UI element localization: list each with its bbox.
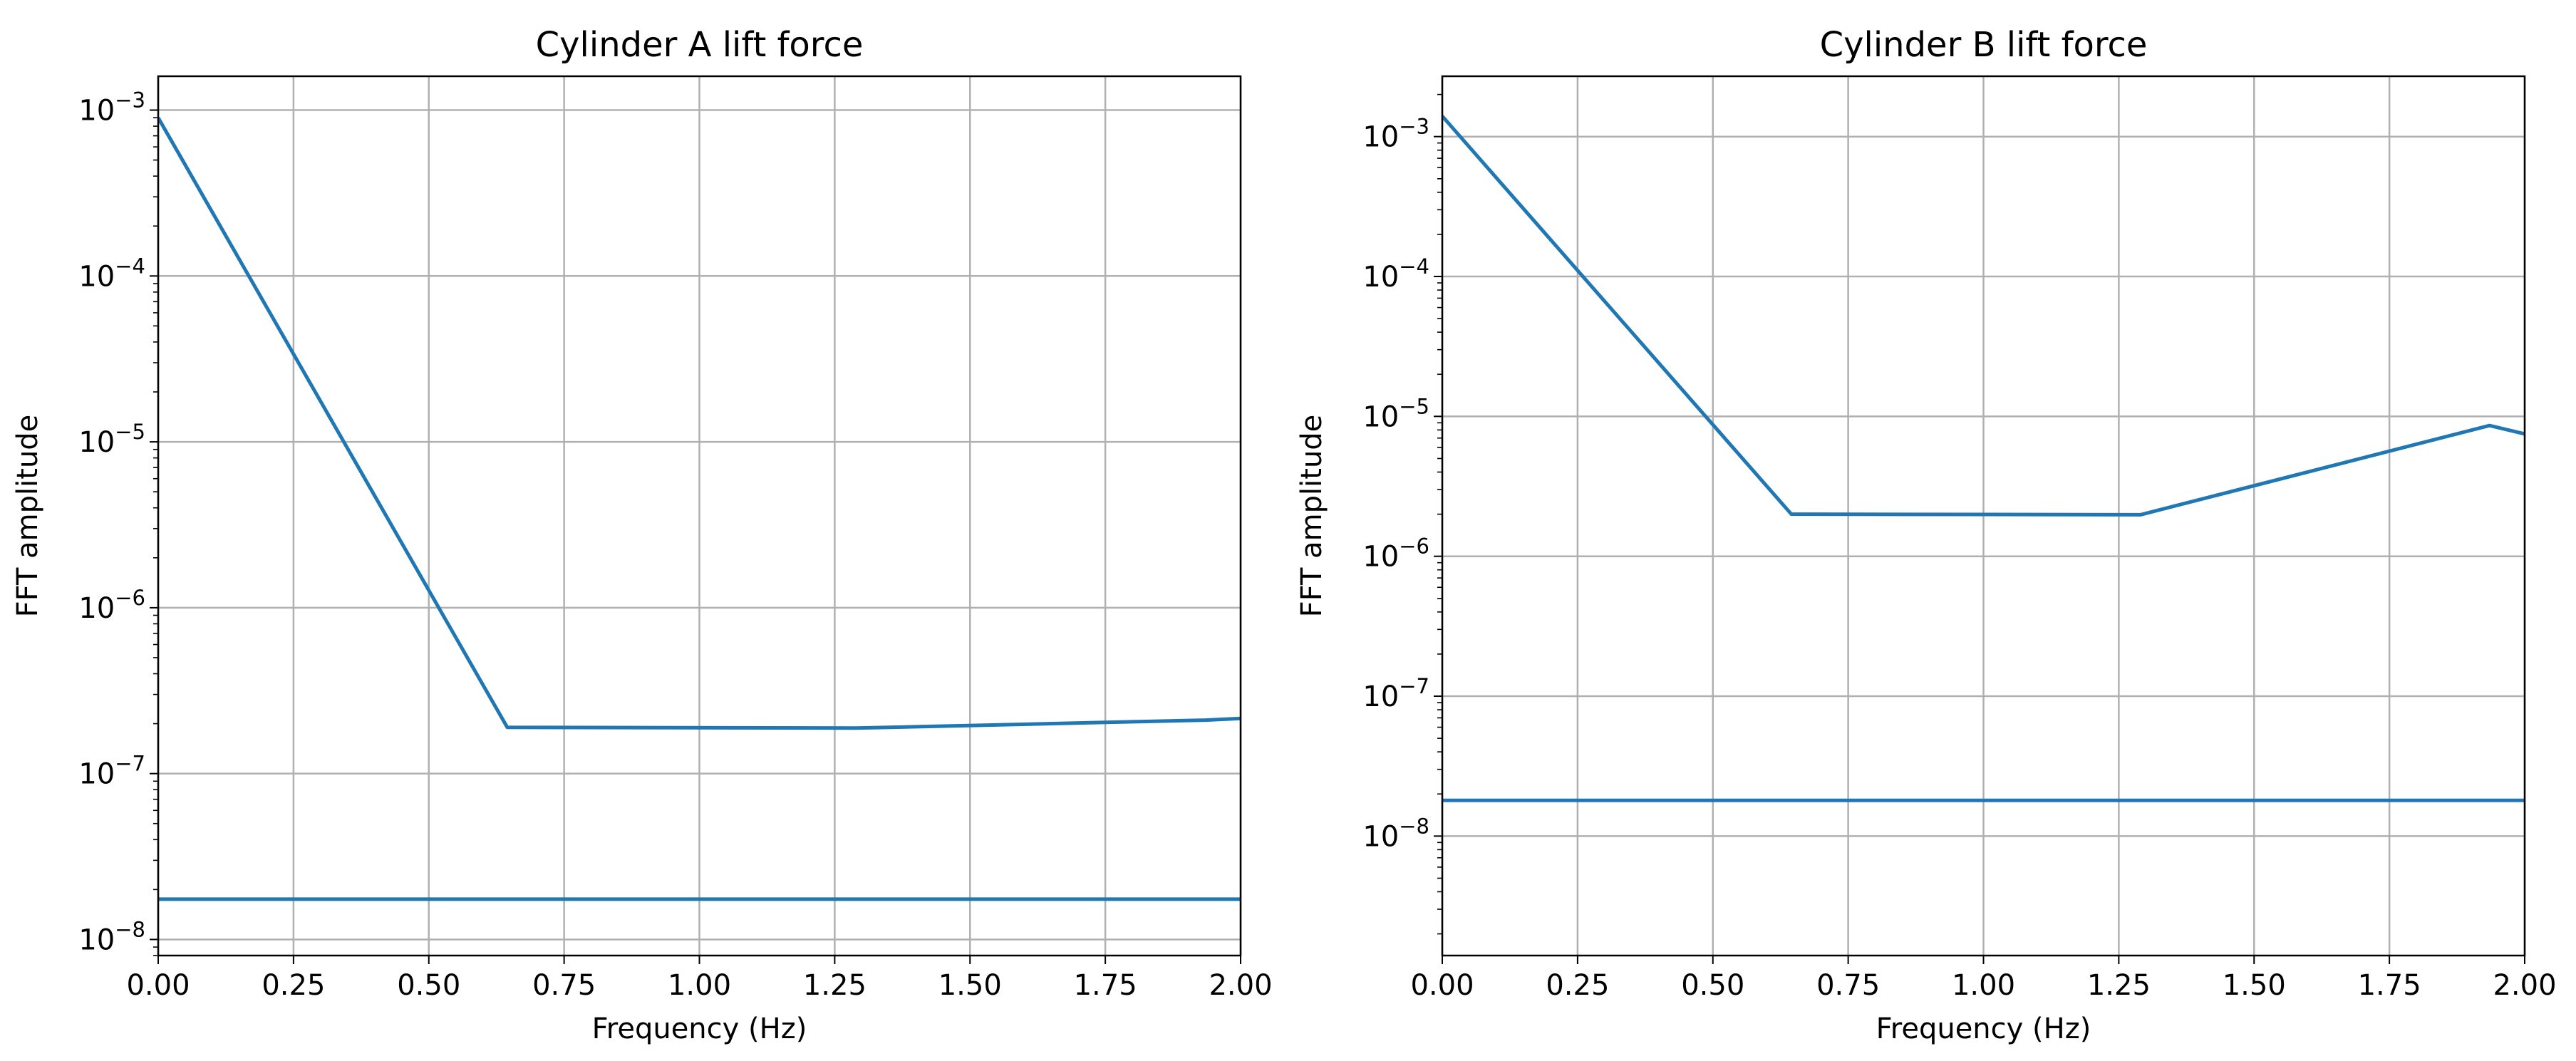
y-tick-label: 10−3 (78, 88, 145, 128)
series-line-1 (1442, 115, 2525, 517)
y-tick-exponent: −7 (1399, 674, 1429, 698)
chart-panel-cylinder-a: 10−810−710−610−510−410−30.00 0.25 0.50 0.75… (11, 25, 1273, 1045)
y-tick-exponent: −6 (1399, 534, 1429, 559)
chart-title: Cylinder A lift force (536, 25, 864, 65)
x-tick-label: 0.75 (532, 969, 596, 1002)
x-tick-label: 1.00 (1952, 969, 2015, 1002)
x-tick-label: 1.25 (2087, 969, 2151, 1002)
y-tick-base: 10 (1362, 121, 1399, 154)
y-axis-label: FFT amplitude (11, 415, 44, 618)
y-tick-base: 10 (78, 923, 115, 956)
y-tick-base: 10 (1362, 261, 1399, 294)
y-tick-exponent: −5 (1399, 394, 1429, 418)
x-tick-label: 0.50 (397, 969, 460, 1002)
x-tick-label: 2.00 (2493, 969, 2556, 1002)
y-tick-base: 10 (1362, 541, 1399, 574)
y-tick-base: 10 (1362, 400, 1399, 433)
y-tick-exponent: −8 (115, 917, 145, 941)
y-tick-exponent: −7 (115, 752, 145, 776)
x-tick-label: 1.25 (803, 969, 867, 1002)
y-tick-exponent: −5 (115, 420, 145, 444)
x-tick-label: 0.25 (262, 969, 325, 1002)
x-tick-label: 1.75 (2358, 969, 2421, 1002)
x-tick-label: 0.75 (1816, 969, 1880, 1002)
x-tick-label: 1.00 (668, 969, 731, 1002)
y-tick-base: 10 (78, 260, 115, 293)
x-tick-label: 0.00 (126, 969, 190, 1002)
y-tick-label: 10−6 (78, 586, 145, 625)
y-tick-exponent: −3 (1399, 115, 1429, 139)
y-tick-exponent: −4 (115, 254, 145, 278)
y-axis-label: FFT amplitude (1295, 415, 1328, 618)
x-axis-label: Frequency (Hz) (592, 1013, 807, 1045)
series-line-1 (158, 116, 1241, 730)
y-tick-base: 10 (78, 758, 115, 791)
x-tick-label: 1.50 (2223, 969, 2286, 1002)
y-tick-label: 10−4 (78, 254, 145, 293)
y-tick-label: 10−5 (78, 420, 145, 459)
y-tick-exponent: −6 (115, 586, 145, 610)
x-tick-label: 0.25 (1546, 969, 1609, 1002)
y-tick-base: 10 (78, 426, 115, 459)
y-tick-label: 10−7 (1362, 674, 1429, 713)
y-tick-label: 10−8 (1362, 814, 1429, 853)
y-tick-base: 10 (78, 95, 115, 128)
plot-frame (157, 75, 1242, 957)
y-tick-label: 10−6 (1362, 534, 1429, 574)
x-axis-label: Frequency (Hz) (1876, 1013, 2091, 1045)
y-tick-base: 10 (1362, 820, 1399, 853)
plot-frame (1441, 75, 2526, 957)
y-tick-exponent: −3 (115, 88, 145, 113)
y-tick-label: 10−8 (78, 917, 145, 956)
x-tick-label: 1.50 (938, 969, 1002, 1002)
y-tick-exponent: −4 (1399, 254, 1429, 279)
x-tick-label: 2.00 (1209, 969, 1272, 1002)
chart-panel-cylinder-b: 10−810−710−610−510−410−30.00 0.25 0.50 0.75… (1295, 25, 2557, 1045)
y-tick-base: 10 (1362, 680, 1399, 713)
x-tick-label: 0.00 (1410, 969, 1474, 1002)
x-tick-label: 1.75 (1074, 969, 1137, 1002)
y-tick-label: 10−3 (1362, 115, 1429, 154)
y-tick-label: 10−5 (1362, 394, 1429, 433)
chart-title: Cylinder B lift force (1820, 25, 2148, 65)
y-tick-base: 10 (78, 592, 115, 625)
y-tick-exponent: −8 (1399, 814, 1429, 838)
y-tick-label: 10−4 (1362, 254, 1429, 294)
x-tick-label: 0.50 (1681, 969, 1744, 1002)
y-tick-label: 10−7 (78, 752, 145, 791)
